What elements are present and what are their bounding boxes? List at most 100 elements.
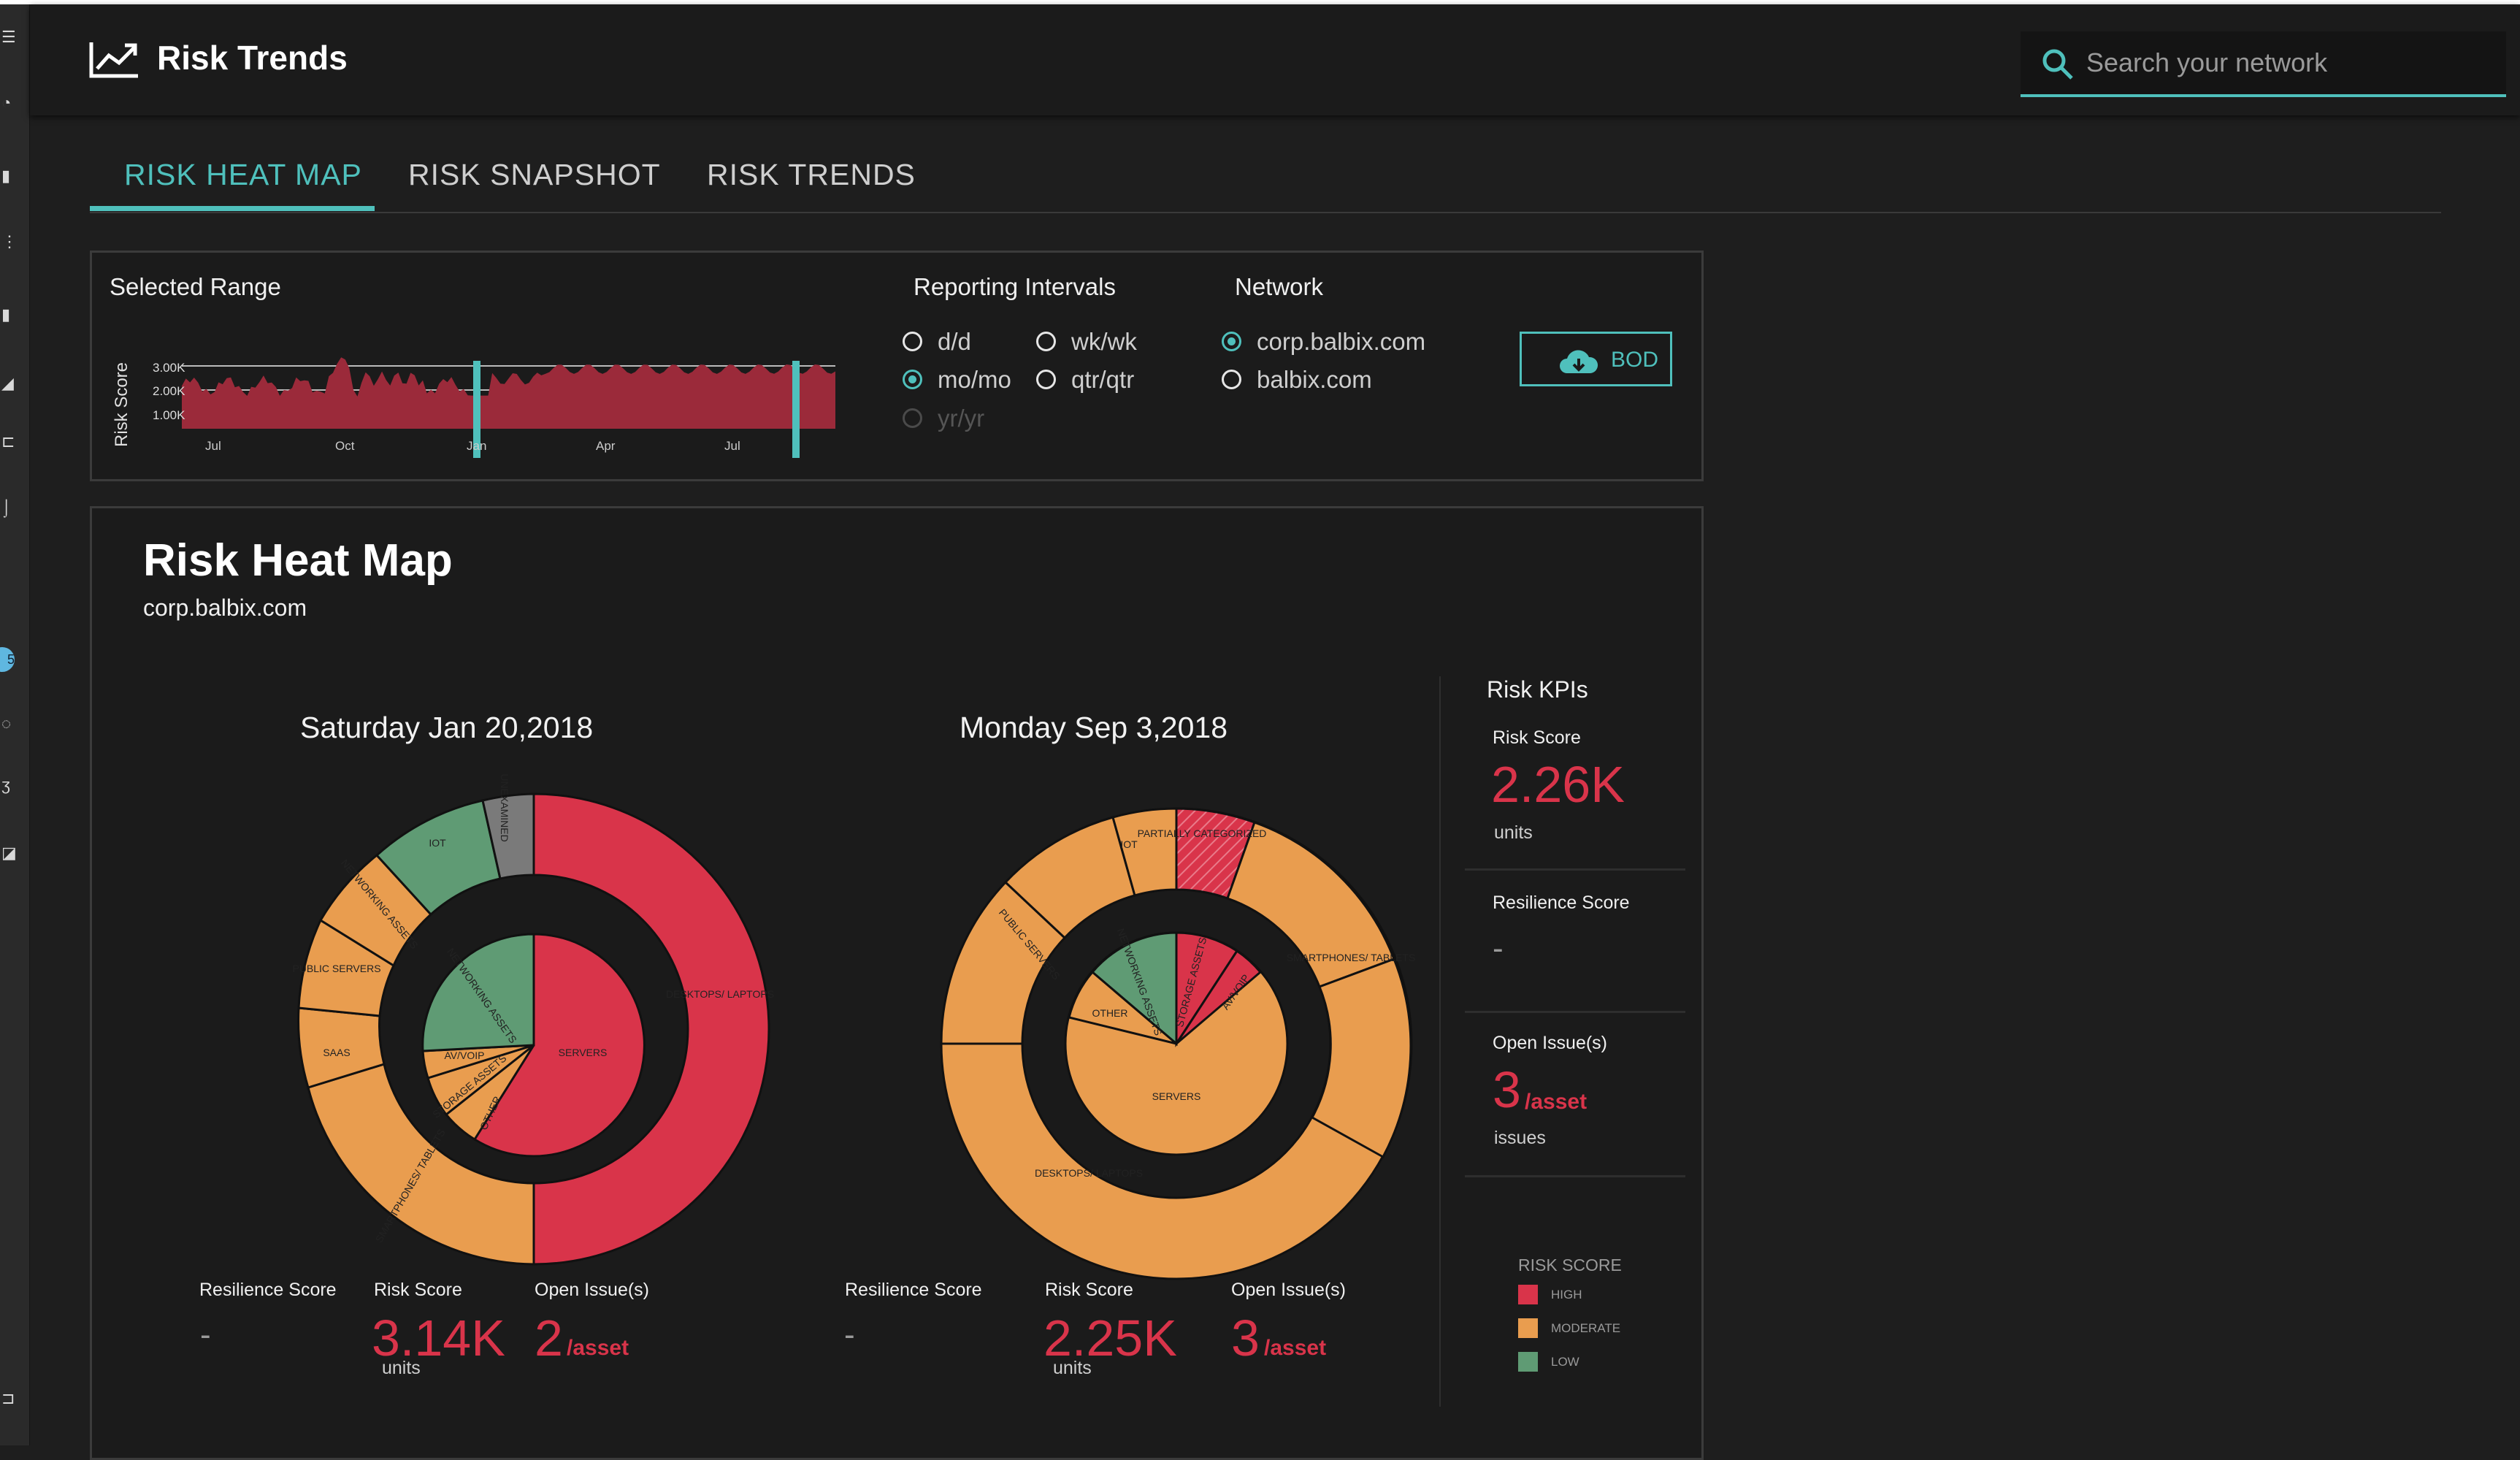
- label-servers-2: SERVERS: [1152, 1090, 1201, 1102]
- range-area-series: [182, 357, 835, 429]
- label-other-2: OTHER: [1092, 1007, 1128, 1019]
- label-iot-1: IOT: [429, 837, 446, 849]
- tab-risk-snapshot[interactable]: RISK SNAPSHOT: [408, 158, 661, 191]
- bod-button-label: BOD: [1611, 348, 1659, 372]
- slice-networking-2: [1090, 931, 1178, 1047]
- slice-networking-inner: [421, 933, 535, 1052]
- snap2-issues-label: Open Issue(s): [1231, 1280, 1347, 1300]
- tab-risk-heat-map[interactable]: RISK HEAT MAP: [124, 158, 362, 191]
- xtick-oct: Oct: [335, 439, 355, 453]
- logout-icon[interactable]: ⊐: [1, 1389, 15, 1407]
- grid-icon[interactable]: ⋮: [1, 232, 18, 251]
- arrow-icon[interactable]: ◢: [1, 374, 14, 392]
- left-nav-rail: ☰ ◔ ▮ ⋮ ▮ ◢ ⊏ ⌡ 5 ◌ ʒ ◪ ⊐: [0, 4, 30, 1445]
- interval-qtrqtr-label: qtr/qtr: [1071, 366, 1135, 393]
- window-top-edge: [0, 0, 2520, 4]
- snap1-resilience-label: Resilience Score: [199, 1280, 337, 1300]
- cloud-download-icon: [1560, 350, 1598, 373]
- bod-download-button[interactable]: BOD: [1520, 332, 1672, 386]
- snap2-issues-value: 3: [1231, 1310, 1260, 1367]
- label-desktops-2: DESKTOPS/ LAPTOPS: [1035, 1167, 1143, 1179]
- radio-circle: [903, 332, 922, 351]
- snap2-risk-unit: units: [1053, 1358, 1092, 1378]
- kpi-risk-label: Risk Score: [1493, 727, 1581, 748]
- range-panel: Selected Range Risk Score 3.00K 2.00K 1.…: [90, 251, 1704, 481]
- radio-circle: [1036, 370, 1056, 389]
- donut-chart-2[interactable]: PARTIALLY CATEGORIZED SMARTPHONES/ TABLE…: [844, 764, 1428, 1290]
- chart-ylabel: Risk Score: [112, 362, 131, 447]
- kpi-divider: [1439, 676, 1441, 1407]
- slice-desktops-2-right: [1310, 958, 1412, 1159]
- bars-icon[interactable]: ▮: [1, 167, 11, 185]
- kpi-separator: [1465, 1011, 1685, 1013]
- dashboard-icon[interactable]: ◔: [1, 93, 12, 112]
- legend-swatch-low: [1518, 1352, 1538, 1372]
- snap2-risk-value: 2.25K: [1043, 1310, 1177, 1367]
- slice-avvoip-2: [1175, 949, 1263, 1045]
- snapshot-2-date: Monday Sep 3,2018: [960, 711, 1228, 744]
- snap1-issues-value: 2: [535, 1310, 563, 1367]
- snap1-issues-label: Open Issue(s): [535, 1280, 650, 1300]
- kpi-issues-value: 3: [1493, 1061, 1521, 1118]
- label-iot-2: IOT: [1120, 838, 1138, 850]
- kpi-separator: [1465, 868, 1685, 871]
- snap1-risk-unit: units: [382, 1358, 421, 1378]
- snap2-issues-unit: /asset: [1264, 1336, 1327, 1360]
- radio-circle: [1222, 370, 1241, 389]
- range-handle-left: [473, 361, 480, 458]
- heat-map-title: Risk Heat Map: [143, 535, 453, 586]
- label-unexamined-1: UNEXAMINED: [499, 773, 510, 841]
- label-public-servers-1: PUBLIC SERVERS: [292, 963, 380, 974]
- xtick-jul-2: Jul: [724, 439, 740, 453]
- kpi-separator: [1465, 1175, 1685, 1177]
- settings-icon[interactable]: ʒ: [1, 776, 10, 794]
- interval-dd-label: d/d: [938, 328, 971, 355]
- label-smartphones-2: SMARTPHONES/ TABLETS: [1287, 952, 1416, 963]
- tab-risk-trends[interactable]: RISK TRENDS: [707, 158, 916, 191]
- network-corp-label: corp.balbix.com: [1257, 328, 1426, 355]
- kpi-issues-sub: issues: [1494, 1128, 1546, 1148]
- range-chart[interactable]: Risk Score 3.00K 2.00K 1.00K Jul Oct Jan…: [105, 317, 916, 463]
- legend-title: RISK SCORE: [1518, 1255, 1622, 1274]
- kpi-risk-value: 2.26K: [1491, 756, 1625, 813]
- legend-label-low: LOW: [1551, 1355, 1579, 1369]
- label-saas-1: SAAS: [323, 1047, 350, 1058]
- search-icon: [2042, 49, 2073, 80]
- slice-desktops-laptops: [532, 792, 770, 1266]
- notification-badge[interactable]: 5: [0, 647, 15, 672]
- xtick-jan: Jan: [467, 439, 486, 453]
- filter-icon[interactable]: ⊏: [1, 432, 15, 451]
- donut-chart-1[interactable]: DESKTOPS/ LAPTOPS SMARTPHONES/ TABLETS S…: [194, 764, 778, 1290]
- help-icon[interactable]: ◌: [1, 714, 12, 733]
- plug-icon[interactable]: ⌡: [1, 498, 12, 516]
- label-servers-1: SERVERS: [559, 1047, 608, 1058]
- network-balbix-label: balbix.com: [1257, 366, 1372, 393]
- label-partially-2: PARTIALLY CATEGORIZED: [1138, 828, 1267, 839]
- trend-icon: [89, 42, 138, 78]
- menu-icon[interactable]: ☰: [1, 28, 16, 46]
- search-input[interactable]: [2085, 46, 2482, 80]
- active-tab-indicator: [90, 206, 375, 211]
- selected-range-label: Selected Range: [110, 273, 281, 300]
- risk-score-area: [182, 357, 835, 429]
- radio-circle: [1222, 332, 1241, 351]
- label-avvoip-1: AV/VOIP: [445, 1050, 485, 1061]
- report-icon[interactable]: ▮: [1, 305, 11, 324]
- slice-servers-inner: [472, 933, 646, 1158]
- interval-yryr-label: yr/yr: [938, 405, 985, 432]
- ytick-1k: 1.00K: [153, 408, 185, 422]
- snap1-risk-label: Risk Score: [374, 1280, 462, 1300]
- app-header: Risk Trends: [30, 4, 2520, 115]
- xtick-jul-1: Jul: [205, 439, 221, 453]
- slice-other-2: [1068, 970, 1177, 1045]
- slice-smartphones-tablets: [307, 1063, 535, 1266]
- legend-swatch-high: [1518, 1285, 1538, 1304]
- legend-swatch-moderate: [1518, 1318, 1538, 1338]
- ytick-2k: 2.00K: [153, 384, 185, 398]
- ytick-3k: 3.00K: [153, 361, 185, 375]
- search-box[interactable]: [2021, 31, 2506, 97]
- radio-circle: [1036, 332, 1056, 351]
- snap1-resilience-value: -: [200, 1317, 211, 1353]
- edit-icon[interactable]: ◪: [1, 844, 17, 862]
